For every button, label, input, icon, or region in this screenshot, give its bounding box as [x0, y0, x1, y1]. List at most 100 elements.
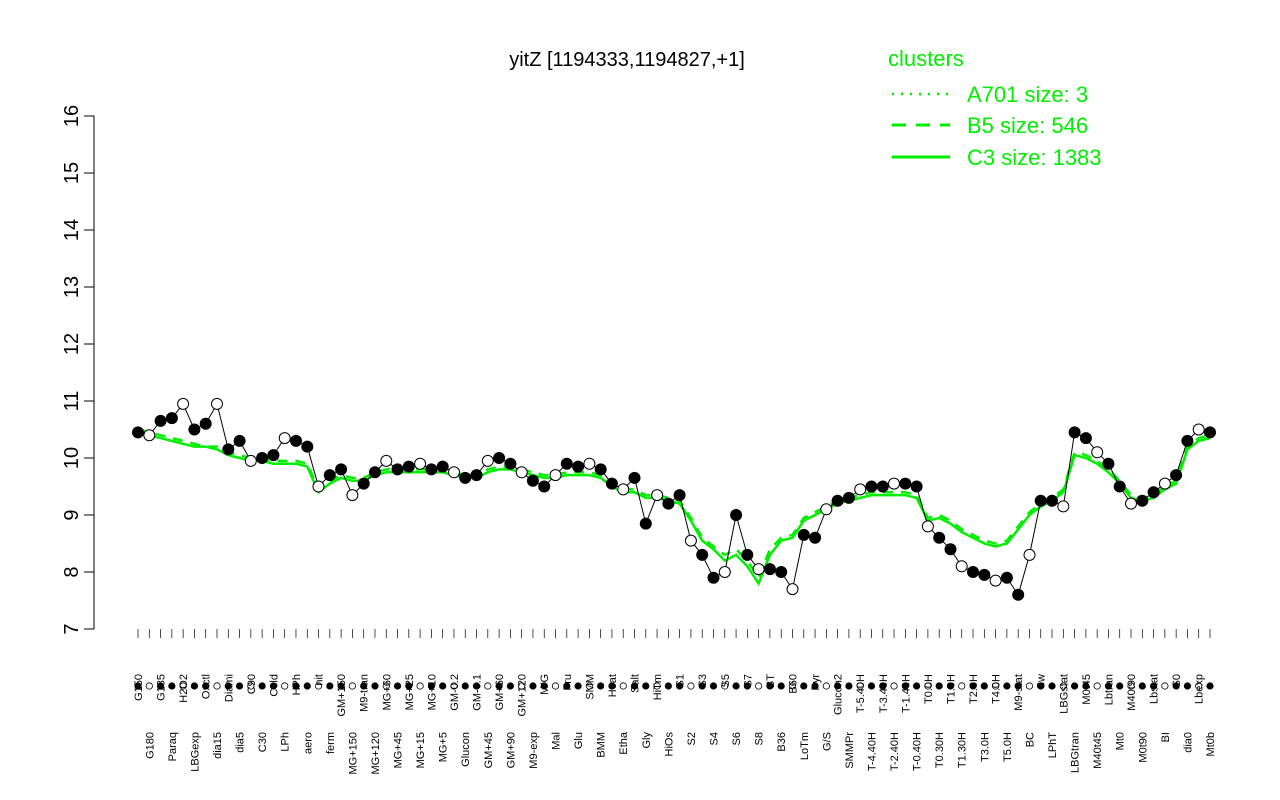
data-point — [165, 412, 178, 425]
data-point — [944, 543, 957, 556]
category-label: GM-0.1 — [472, 674, 484, 711]
y-tick-label: 15 — [61, 162, 83, 184]
category-label: BI — [1160, 732, 1172, 742]
category-marker — [845, 682, 853, 690]
category-marker — [924, 682, 932, 690]
category-label: dia15 — [212, 732, 224, 759]
category-label: Fru — [562, 674, 574, 691]
category-label: S6 — [731, 732, 743, 745]
category-marker — [1059, 682, 1067, 690]
category-label: G/S — [821, 732, 833, 751]
category-label: Etha — [618, 731, 630, 755]
data-point — [921, 520, 934, 533]
category-label: Gly — [641, 732, 653, 749]
category-marker — [1070, 682, 1079, 690]
category-marker — [1082, 682, 1090, 690]
category-label: BT — [765, 674, 777, 688]
data-point — [752, 563, 765, 576]
category-label: T-1.40H — [900, 674, 912, 713]
data-point — [560, 457, 573, 470]
data-point — [493, 452, 506, 464]
category-marker — [1025, 682, 1034, 690]
category-marker — [314, 682, 323, 690]
category-marker — [224, 682, 232, 690]
category-label: B36 — [776, 732, 788, 752]
category-label: BMM — [596, 732, 608, 758]
data-point — [211, 397, 223, 410]
legend: clusters A701 size: 3 B5 size: 546 C3 si… — [888, 46, 1102, 170]
category-marker — [326, 682, 334, 690]
data-point — [775, 566, 788, 578]
data-point — [741, 548, 754, 561]
data-point — [662, 497, 675, 510]
data-point — [470, 469, 483, 482]
category-marker — [800, 682, 808, 690]
data-point — [143, 429, 156, 442]
data-point — [865, 480, 878, 493]
category-marker — [168, 682, 176, 690]
category-label: MG+150 — [347, 732, 359, 775]
category-label: GM+45 — [483, 732, 495, 768]
data-point — [718, 566, 731, 578]
category-marker — [337, 682, 345, 690]
data-point — [323, 469, 336, 482]
data-point — [628, 471, 641, 484]
data-point — [1136, 494, 1149, 507]
category-marker — [461, 682, 469, 690]
category-label: Heat — [607, 674, 619, 697]
data-point — [154, 414, 167, 427]
category-marker — [518, 682, 526, 690]
data-point — [1057, 500, 1070, 513]
data-point — [290, 434, 302, 447]
legend-title: clusters — [888, 46, 964, 71]
y-tick-label: 13 — [61, 276, 83, 298]
category-label: Lbexp — [1194, 674, 1206, 704]
category-label: G180 — [144, 732, 156, 759]
category-marker — [1116, 682, 1124, 690]
category-marker — [664, 682, 672, 690]
category-marker — [563, 682, 571, 690]
category-marker — [281, 682, 289, 690]
category-label: Glucon2 — [833, 674, 845, 715]
category-label: HiOs — [663, 732, 675, 757]
category-marker — [1138, 682, 1146, 690]
category-marker — [597, 682, 605, 690]
category-marker — [991, 682, 1000, 690]
category-marker — [213, 682, 221, 690]
category-marker — [156, 682, 165, 690]
data-point — [425, 463, 438, 476]
category-label: S0 — [1171, 674, 1183, 687]
category-marker — [766, 682, 774, 690]
category-label: S1 — [675, 674, 687, 687]
category-label: Lbtran — [1103, 674, 1115, 705]
data-point — [538, 480, 551, 493]
category-marker — [698, 682, 706, 690]
category-marker — [732, 682, 740, 690]
data-point — [448, 466, 460, 479]
data-point — [967, 566, 979, 578]
data-points — [132, 397, 1216, 601]
category-label: LBGstat — [1058, 674, 1070, 714]
category-label: T2.0H — [968, 674, 980, 704]
y-axis: 7 8 9 10 11 12 13 14 15 16 — [61, 105, 95, 635]
data-point — [651, 489, 664, 502]
category-label: MG+45 — [393, 732, 405, 768]
category-marker — [427, 682, 435, 690]
y-tick-label: 12 — [61, 333, 83, 355]
category-label: dia0 — [1182, 732, 1194, 753]
data-point — [357, 477, 370, 490]
legend-label-b5: B5 size: 546 — [967, 113, 1088, 138]
category-label: T-3.40H — [878, 674, 890, 713]
category-marker — [179, 682, 187, 690]
category-marker — [822, 682, 830, 690]
data-point — [673, 489, 686, 502]
category-marker — [382, 682, 390, 690]
data-point — [684, 534, 697, 547]
data-point — [730, 509, 743, 521]
category-marker — [1048, 682, 1056, 690]
y-tick-label: 16 — [61, 105, 83, 127]
y-tick-label: 9 — [61, 509, 83, 520]
data-point — [267, 449, 280, 462]
category-label: MG+5 — [438, 732, 450, 762]
category-marker — [190, 682, 199, 690]
